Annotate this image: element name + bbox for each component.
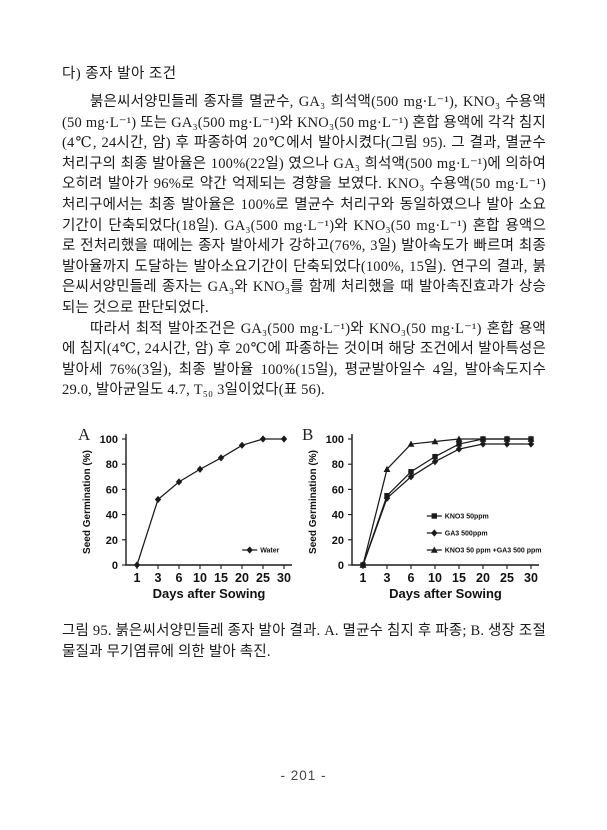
svg-text:15: 15 <box>214 571 228 585</box>
svg-text:1: 1 <box>360 571 367 585</box>
panel-label-a: A <box>78 424 91 444</box>
svg-text:30: 30 <box>524 571 538 585</box>
svg-text:60: 60 <box>106 484 118 496</box>
svg-text:Days after Sowing: Days after Sowing <box>153 586 266 601</box>
svg-text:GA3 500ppm: GA3 500ppm <box>445 530 488 537</box>
water-germination-line-chart: 0 20 40 60 80 100 1 3 6 10 15 20 25 30 Days after Sowi… <box>82 433 292 601</box>
svg-text:0: 0 <box>338 560 344 572</box>
svg-text:80: 80 <box>106 459 118 471</box>
svg-text:0: 0 <box>112 560 118 572</box>
svg-text:Water: Water <box>260 547 279 554</box>
svg-text:20: 20 <box>235 571 249 585</box>
svg-text:Days after Sowing: Days after Sowing <box>389 586 502 601</box>
text-block: 다) 종자 발아 조건 붉은씨서양민들레 종자를 멸균수, GA₃ 희석액(50… <box>62 64 546 664</box>
svg-text:20: 20 <box>106 535 118 547</box>
svg-text:KNO3 50 ppm +GA3 500 ppm: KNO3 50 ppm +GA3 500 ppm <box>445 547 542 554</box>
svg-text:25: 25 <box>256 571 270 585</box>
svg-text:1: 1 <box>134 571 141 585</box>
svg-text:40: 40 <box>332 510 344 522</box>
svg-text:20: 20 <box>332 535 344 547</box>
svg-text:6: 6 <box>176 571 183 585</box>
svg-text:Seed Germination (%): Seed Germination (%) <box>82 450 93 554</box>
svg-text:30: 30 <box>277 571 291 585</box>
page-number: - 201 - <box>280 768 327 783</box>
figure-95: A 0 20 40 60 80 100 1 3 6 10 15 20 25 30 Days after So… <box>62 424 546 614</box>
svg-text:40: 40 <box>106 510 118 522</box>
svg-text:10: 10 <box>193 571 207 585</box>
svg-text:3: 3 <box>155 571 162 585</box>
section-heading: 다) 종자 발아 조건 <box>62 66 177 82</box>
paragraph-optimal-conditions: 따라서 최적 발아조건은 GA₃(500 mg·L⁻¹)와 KNO₃(50 mg… <box>62 320 546 399</box>
svg-text:Seed Germination (%): Seed Germination (%) <box>308 450 319 554</box>
paragraph-germination-results: 붉은씨서양민들레 종자를 멸균수, GA₃ 희석액(500 mg·L⁻¹), K… <box>62 94 546 316</box>
svg-text:10: 10 <box>428 571 442 585</box>
chart-panel-a: A 0 20 40 60 80 100 1 3 6 10 15 20 25 30 Days after So… <box>76 424 300 614</box>
svg-text:20: 20 <box>476 571 490 585</box>
panel-label-b: B <box>302 424 314 444</box>
svg-text:15: 15 <box>452 571 466 585</box>
svg-text:100: 100 <box>326 434 344 446</box>
svg-text:3: 3 <box>384 571 391 585</box>
figure-caption: 그림 95. 붉은씨서양민들레 종자 발아 결과. A. 멸균수 침지 후 파종… <box>62 622 546 661</box>
svg-text:KNO3 50ppm: KNO3 50ppm <box>445 513 489 520</box>
svg-text:80: 80 <box>332 459 344 471</box>
svg-text:6: 6 <box>408 571 415 585</box>
treatment-germination-line-chart: 0 20 40 60 80 100 1 3 6 10 15 20 25 30 Days after Sowi… <box>308 433 542 601</box>
svg-text:60: 60 <box>332 484 344 496</box>
svg-text:100: 100 <box>100 434 118 446</box>
chart-panel-b: B 0 20 40 60 80 100 1 3 6 10 15 20 25 30 Days after So… <box>300 424 546 614</box>
svg-text:25: 25 <box>500 571 514 585</box>
